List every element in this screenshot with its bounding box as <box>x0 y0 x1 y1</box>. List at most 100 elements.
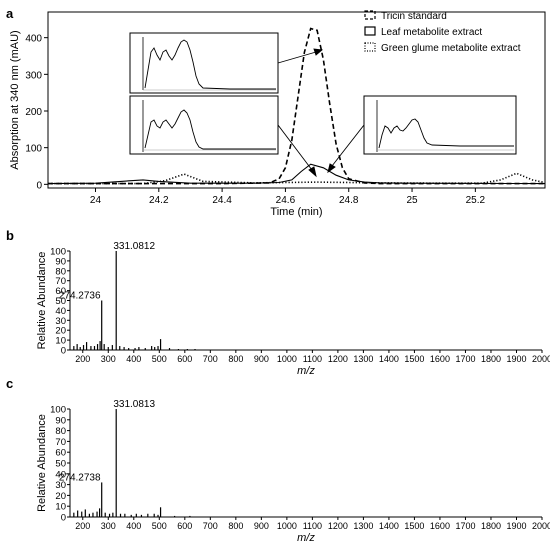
b-y-tick-label: 90 <box>55 256 66 267</box>
c-y-tick-label: 60 <box>55 448 66 459</box>
c-y-tick-label: 50 <box>55 459 66 470</box>
b-y-tick-label: 30 <box>55 316 66 327</box>
inset-arrows <box>277 48 365 178</box>
b-y-tick-label: 100 <box>50 247 66 258</box>
panel-c-peaks <box>73 409 191 517</box>
c-x-tick-label: 1900 <box>506 521 526 531</box>
c-y-tick-label: 100 <box>50 405 66 416</box>
b-x-tick-label: 700 <box>203 354 218 364</box>
b-y-tick-label: 60 <box>55 286 66 297</box>
c-x-tick-label: 1800 <box>481 521 501 531</box>
inset-tricin-spectrum <box>129 32 279 94</box>
b-x-tick-label: 2000 <box>532 354 550 364</box>
c-y-tick-label: 10 <box>55 502 66 513</box>
panel-a-x-tick-label: 24.2 <box>149 195 169 206</box>
c-x-tick-label: 400 <box>126 521 141 531</box>
c-x-tick-label: 1000 <box>277 521 297 531</box>
panel-a-y-tick-label: 300 <box>25 70 42 81</box>
panel-a-y-tick-label: 100 <box>25 144 42 155</box>
panel-a-x-tick-label: 24.4 <box>212 195 232 206</box>
c-x-tick-label: 1600 <box>430 521 450 531</box>
panel-a-series-0 <box>48 27 545 185</box>
c-x-tick-label: 1500 <box>404 521 424 531</box>
b-x-tick-label: 800 <box>228 354 243 364</box>
b-y-tick-label: 0 <box>61 346 66 357</box>
b-y-tick-label: 40 <box>55 306 66 317</box>
c-x-tick-label: 700 <box>203 521 218 531</box>
b-x-tick-label: 1800 <box>481 354 501 364</box>
panel-b-y-axis-label: Relative Abundance <box>36 252 48 350</box>
b-x-tick-label: 900 <box>254 354 269 364</box>
c-x-tick-label: 1400 <box>379 521 399 531</box>
inset-green-glume-spectrum <box>363 95 517 155</box>
panel-a-legend: Tricin standard Leaf metabolite extract … <box>364 10 521 54</box>
panel-a-x-tick-label: 24.6 <box>276 195 296 206</box>
panel-b-annotation-331: 331.0812 <box>113 241 155 252</box>
b-x-tick-label: 1600 <box>430 354 450 364</box>
panel-a-x-axis-label: Time (min) <box>270 206 322 218</box>
panel-a-chromatogram: a 0 100 200 300 400 24 24.2 24.4 24.6 24.8 25 25.2… <box>6 6 546 218</box>
panel-a-y-tick-label: 400 <box>25 34 42 45</box>
b-x-tick-label: 1100 <box>303 354 322 364</box>
panel-a-y-tick-label: 200 <box>25 107 42 118</box>
panel-a-y-axis: 0 100 200 300 400 <box>25 34 48 191</box>
c-x-tick-label: 1200 <box>328 521 348 531</box>
panel-b-x-axis-label: m/z <box>297 365 315 377</box>
c-x-tick-label: 500 <box>152 521 167 531</box>
c-y-tick-label: 0 <box>61 513 66 524</box>
panel-a-x-axis: 24 24.2 24.4 24.6 24.8 25 25.2 <box>90 188 486 206</box>
c-x-tick-label: 800 <box>228 521 243 531</box>
panel-a-series-group <box>47 27 546 185</box>
panel-a-x-tick-label: 24.8 <box>339 195 359 206</box>
panel-a-y-axis-label: Absorption at 340 nm (mAU) <box>9 30 21 169</box>
panel-a-x-tick-label: 25.2 <box>466 195 486 206</box>
panel-a-plot-frame <box>47 11 546 189</box>
panel-b-annotation-274: 274.2736 <box>59 291 101 302</box>
panel-c-annotation-274: 274.2738 <box>59 472 101 483</box>
c-y-tick-label: 80 <box>55 426 66 437</box>
panel-c-y-axis-label: Relative Abundance <box>36 414 48 512</box>
b-x-tick-label: 1900 <box>506 354 526 364</box>
legend-leaf-extract: Leaf metabolite extract <box>381 27 482 38</box>
c-y-tick-label: 90 <box>55 415 66 426</box>
b-x-tick-label: 1500 <box>404 354 424 364</box>
c-x-tick-label: 1300 <box>353 521 373 531</box>
panel-b-peaks <box>73 251 196 350</box>
c-x-tick-label: 900 <box>254 521 269 531</box>
b-x-tick-label: 600 <box>177 354 192 364</box>
b-x-tick-label: 200 <box>75 354 90 364</box>
panel-c-label: c <box>6 376 13 391</box>
panel-c-annotation-331: 331.0813 <box>113 399 155 410</box>
c-x-tick-label: 2000 <box>532 521 550 531</box>
panel-a-label: a <box>6 6 14 21</box>
c-x-tick-label: 1100 <box>303 521 322 531</box>
c-x-tick-label: 1700 <box>455 521 475 531</box>
c-y-tick-label: 20 <box>55 491 66 502</box>
inset-leaf-spectrum <box>129 95 279 155</box>
panel-a-x-tick-label: 24 <box>90 195 102 206</box>
legend-tricin-standard: Tricin standard <box>381 11 447 22</box>
b-y-tick-label: 10 <box>55 336 66 347</box>
b-y-tick-label: 20 <box>55 326 66 337</box>
b-x-tick-label: 300 <box>101 354 116 364</box>
b-y-tick-label: 50 <box>55 296 66 307</box>
b-x-tick-label: 1400 <box>379 354 399 364</box>
panel-b-label: b <box>6 228 14 243</box>
panel-a-x-tick-label: 25 <box>406 195 418 206</box>
b-x-tick-label: 500 <box>152 354 167 364</box>
b-x-tick-label: 1000 <box>277 354 297 364</box>
c-x-tick-label: 600 <box>177 521 192 531</box>
panel-a-y-tick-label: 0 <box>36 180 42 191</box>
c-y-tick-label: 40 <box>55 469 66 480</box>
panel-c-x-axis-label: m/z <box>297 532 315 543</box>
c-x-tick-label: 200 <box>75 521 90 531</box>
b-x-tick-label: 1200 <box>328 354 348 364</box>
b-x-tick-label: 1300 <box>353 354 373 364</box>
b-x-tick-label: 1700 <box>455 354 475 364</box>
c-y-tick-label: 30 <box>55 480 66 491</box>
b-x-tick-label: 400 <box>126 354 141 364</box>
